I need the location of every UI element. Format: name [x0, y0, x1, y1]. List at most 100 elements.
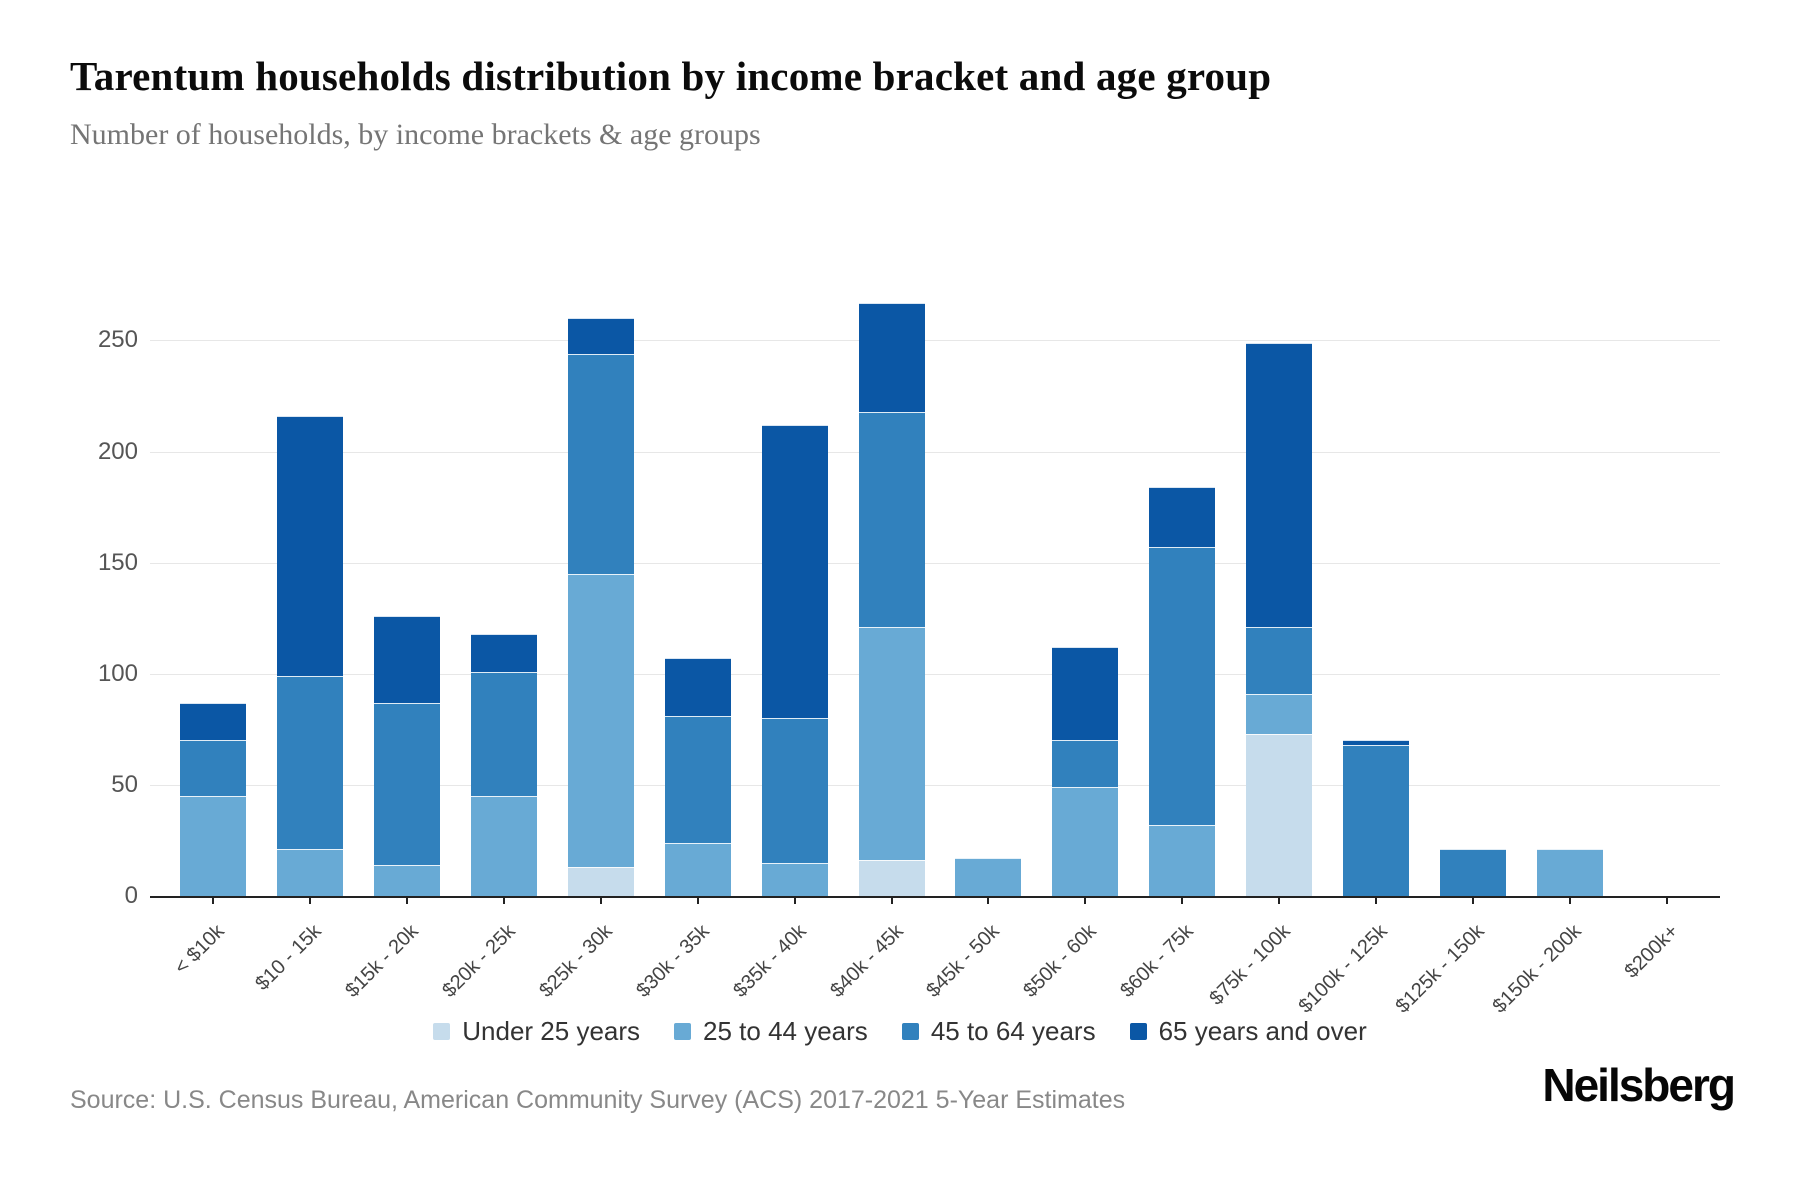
bar--100k-125k	[1328, 296, 1425, 896]
bar-segment-65-years-and-over[interactable]	[471, 633, 538, 672]
legend-swatch-icon	[433, 1023, 451, 1040]
bar-segment-45-to-64-years[interactable]	[374, 702, 441, 865]
bar-segment-25-to-44-years[interactable]	[180, 796, 247, 896]
bar-segment-under-25-years[interactable]	[858, 860, 925, 896]
bar-segment-45-to-64-years[interactable]	[858, 411, 925, 628]
bar-segment-25-to-44-years[interactable]	[1149, 824, 1216, 896]
bar-segment-65-years-and-over[interactable]	[567, 318, 634, 354]
bar-segment-65-years-and-over[interactable]	[1246, 342, 1313, 628]
bar-segment-45-to-64-years[interactable]	[1342, 744, 1409, 896]
legend-swatch-icon	[674, 1023, 692, 1040]
bar-segment-45-to-64-years[interactable]	[1149, 547, 1216, 825]
bar--150k-200k	[1521, 296, 1618, 896]
bar-segment-65-years-and-over[interactable]	[1052, 647, 1119, 741]
legend-item-under-25-years[interactable]: Under 25 years	[433, 1016, 640, 1047]
bar-segment-45-to-64-years[interactable]	[761, 718, 828, 863]
page-title: Tarentum households distribution by inco…	[70, 53, 1272, 99]
bar-segment-45-to-64-years[interactable]	[180, 740, 247, 796]
bar-segment-45-to-64-years[interactable]	[1052, 740, 1119, 788]
bar-segment-65-years-and-over[interactable]	[1342, 740, 1409, 745]
bar--20k-25k	[456, 296, 553, 896]
x-axis-tick	[696, 898, 699, 904]
bar-segment-under-25-years[interactable]	[1246, 733, 1313, 896]
legend-swatch-icon	[1129, 1023, 1147, 1040]
bar--10-15k	[262, 296, 359, 896]
x-axis-tick	[890, 898, 893, 904]
x-axis-tick	[1374, 898, 1377, 904]
bar-segment-25-to-44-years[interactable]	[1052, 787, 1119, 896]
x-axis-tick	[793, 898, 796, 904]
x-axis-line	[150, 896, 1720, 898]
neilsberg-logo[interactable]: Neilsberg	[1542, 1059, 1736, 1111]
bar-segment-25-to-44-years[interactable]	[858, 627, 925, 861]
y-axis-tick-label: 150	[97, 548, 138, 576]
bars-area	[165, 296, 1715, 896]
gridline	[150, 784, 1720, 786]
bar-segment-45-to-64-years[interactable]	[277, 676, 344, 850]
bar-segment-45-to-64-years[interactable]	[1439, 849, 1506, 896]
bar-segment-45-to-64-years[interactable]	[664, 716, 731, 843]
bar-segment-25-to-44-years[interactable]	[471, 796, 538, 896]
bar-segment-45-to-64-years[interactable]	[567, 353, 634, 574]
legend-swatch-icon	[901, 1023, 919, 1040]
gridline	[150, 673, 1720, 675]
bar-segment-65-years-and-over[interactable]	[1149, 487, 1216, 548]
bar--50k-60k	[1037, 296, 1134, 896]
bar-segment-65-years-and-over[interactable]	[761, 424, 828, 719]
gridline	[150, 451, 1720, 453]
bar-segment-25-to-44-years[interactable]	[1536, 849, 1603, 896]
x-axis-tick	[309, 898, 312, 904]
bar-segment-25-to-44-years[interactable]	[955, 858, 1022, 896]
y-axis-tick-label: 200	[97, 437, 138, 465]
y-axis-tick-label: 100	[97, 659, 138, 687]
bar-segment-65-years-and-over[interactable]	[858, 302, 925, 412]
bar-segment-25-to-44-years[interactable]	[567, 573, 634, 868]
bar--40k-45k	[843, 296, 940, 896]
bar--15k-20k	[359, 296, 456, 896]
x-axis-tick	[1278, 898, 1281, 904]
bar--75k-100k	[1231, 296, 1328, 896]
x-axis-tick	[1084, 898, 1087, 904]
x-axis-tick	[406, 898, 409, 904]
x-axis-tick	[987, 898, 990, 904]
bar-segment-45-to-64-years[interactable]	[1246, 627, 1313, 694]
x-axis-tick	[599, 898, 602, 904]
bar-segment-65-years-and-over[interactable]	[374, 616, 441, 703]
source-note: Source: U.S. Census Bureau, American Com…	[70, 1086, 1126, 1114]
x-axis-tick	[1665, 898, 1668, 904]
bar-segment-25-to-44-years[interactable]	[1246, 693, 1313, 734]
y-axis-tick-label: 250	[97, 326, 138, 354]
x-axis-tick	[1568, 898, 1571, 904]
y-axis-tick-label: 0	[124, 882, 138, 909]
legend-label: 65 years and over	[1158, 1016, 1367, 1046]
bar-segment-25-to-44-years[interactable]	[761, 862, 828, 896]
x-axis-tick	[212, 898, 215, 904]
bar-segment-under-25-years[interactable]	[567, 867, 634, 896]
legend-label: 25 to 44 years	[703, 1016, 868, 1046]
bar-segment-65-years-and-over[interactable]	[180, 702, 247, 741]
bar-segment-65-years-and-over[interactable]	[277, 416, 344, 677]
legend-item-25-to-44-years[interactable]: 25 to 44 years	[674, 1016, 868, 1047]
legend-label: 45 to 64 years	[930, 1016, 1096, 1046]
gridline	[150, 562, 1720, 564]
page-subtitle: Number of households, by income brackets…	[70, 118, 761, 151]
x-axis-tick	[1471, 898, 1474, 904]
legend-label: Under 25 years	[462, 1016, 641, 1046]
bar-segment-25-to-44-years[interactable]	[374, 864, 441, 896]
bar-segment-65-years-and-over[interactable]	[664, 658, 731, 717]
bar--45k-50k	[940, 296, 1037, 896]
legend-item-65-years-and-over[interactable]: 65 years and over	[1129, 1016, 1367, 1047]
x-axis-tick	[503, 898, 506, 904]
chart-legend: Under 25 years 25 to 44 years 45 to 64 yea…	[0, 1016, 1800, 1047]
bar--60k-75k	[1134, 296, 1231, 896]
bar-segment-45-to-64-years[interactable]	[471, 671, 538, 796]
bar--35k-40k	[746, 296, 843, 896]
legend-item-45-to-64-years[interactable]: 45 to 64 years	[901, 1016, 1096, 1047]
x-axis-tick	[1181, 898, 1184, 904]
bar-segment-25-to-44-years[interactable]	[664, 842, 731, 896]
bar--25k-30k	[553, 296, 650, 896]
bar--10k	[165, 296, 262, 896]
y-axis-tick-label: 50	[111, 770, 138, 798]
bar-segment-25-to-44-years[interactable]	[277, 849, 344, 896]
